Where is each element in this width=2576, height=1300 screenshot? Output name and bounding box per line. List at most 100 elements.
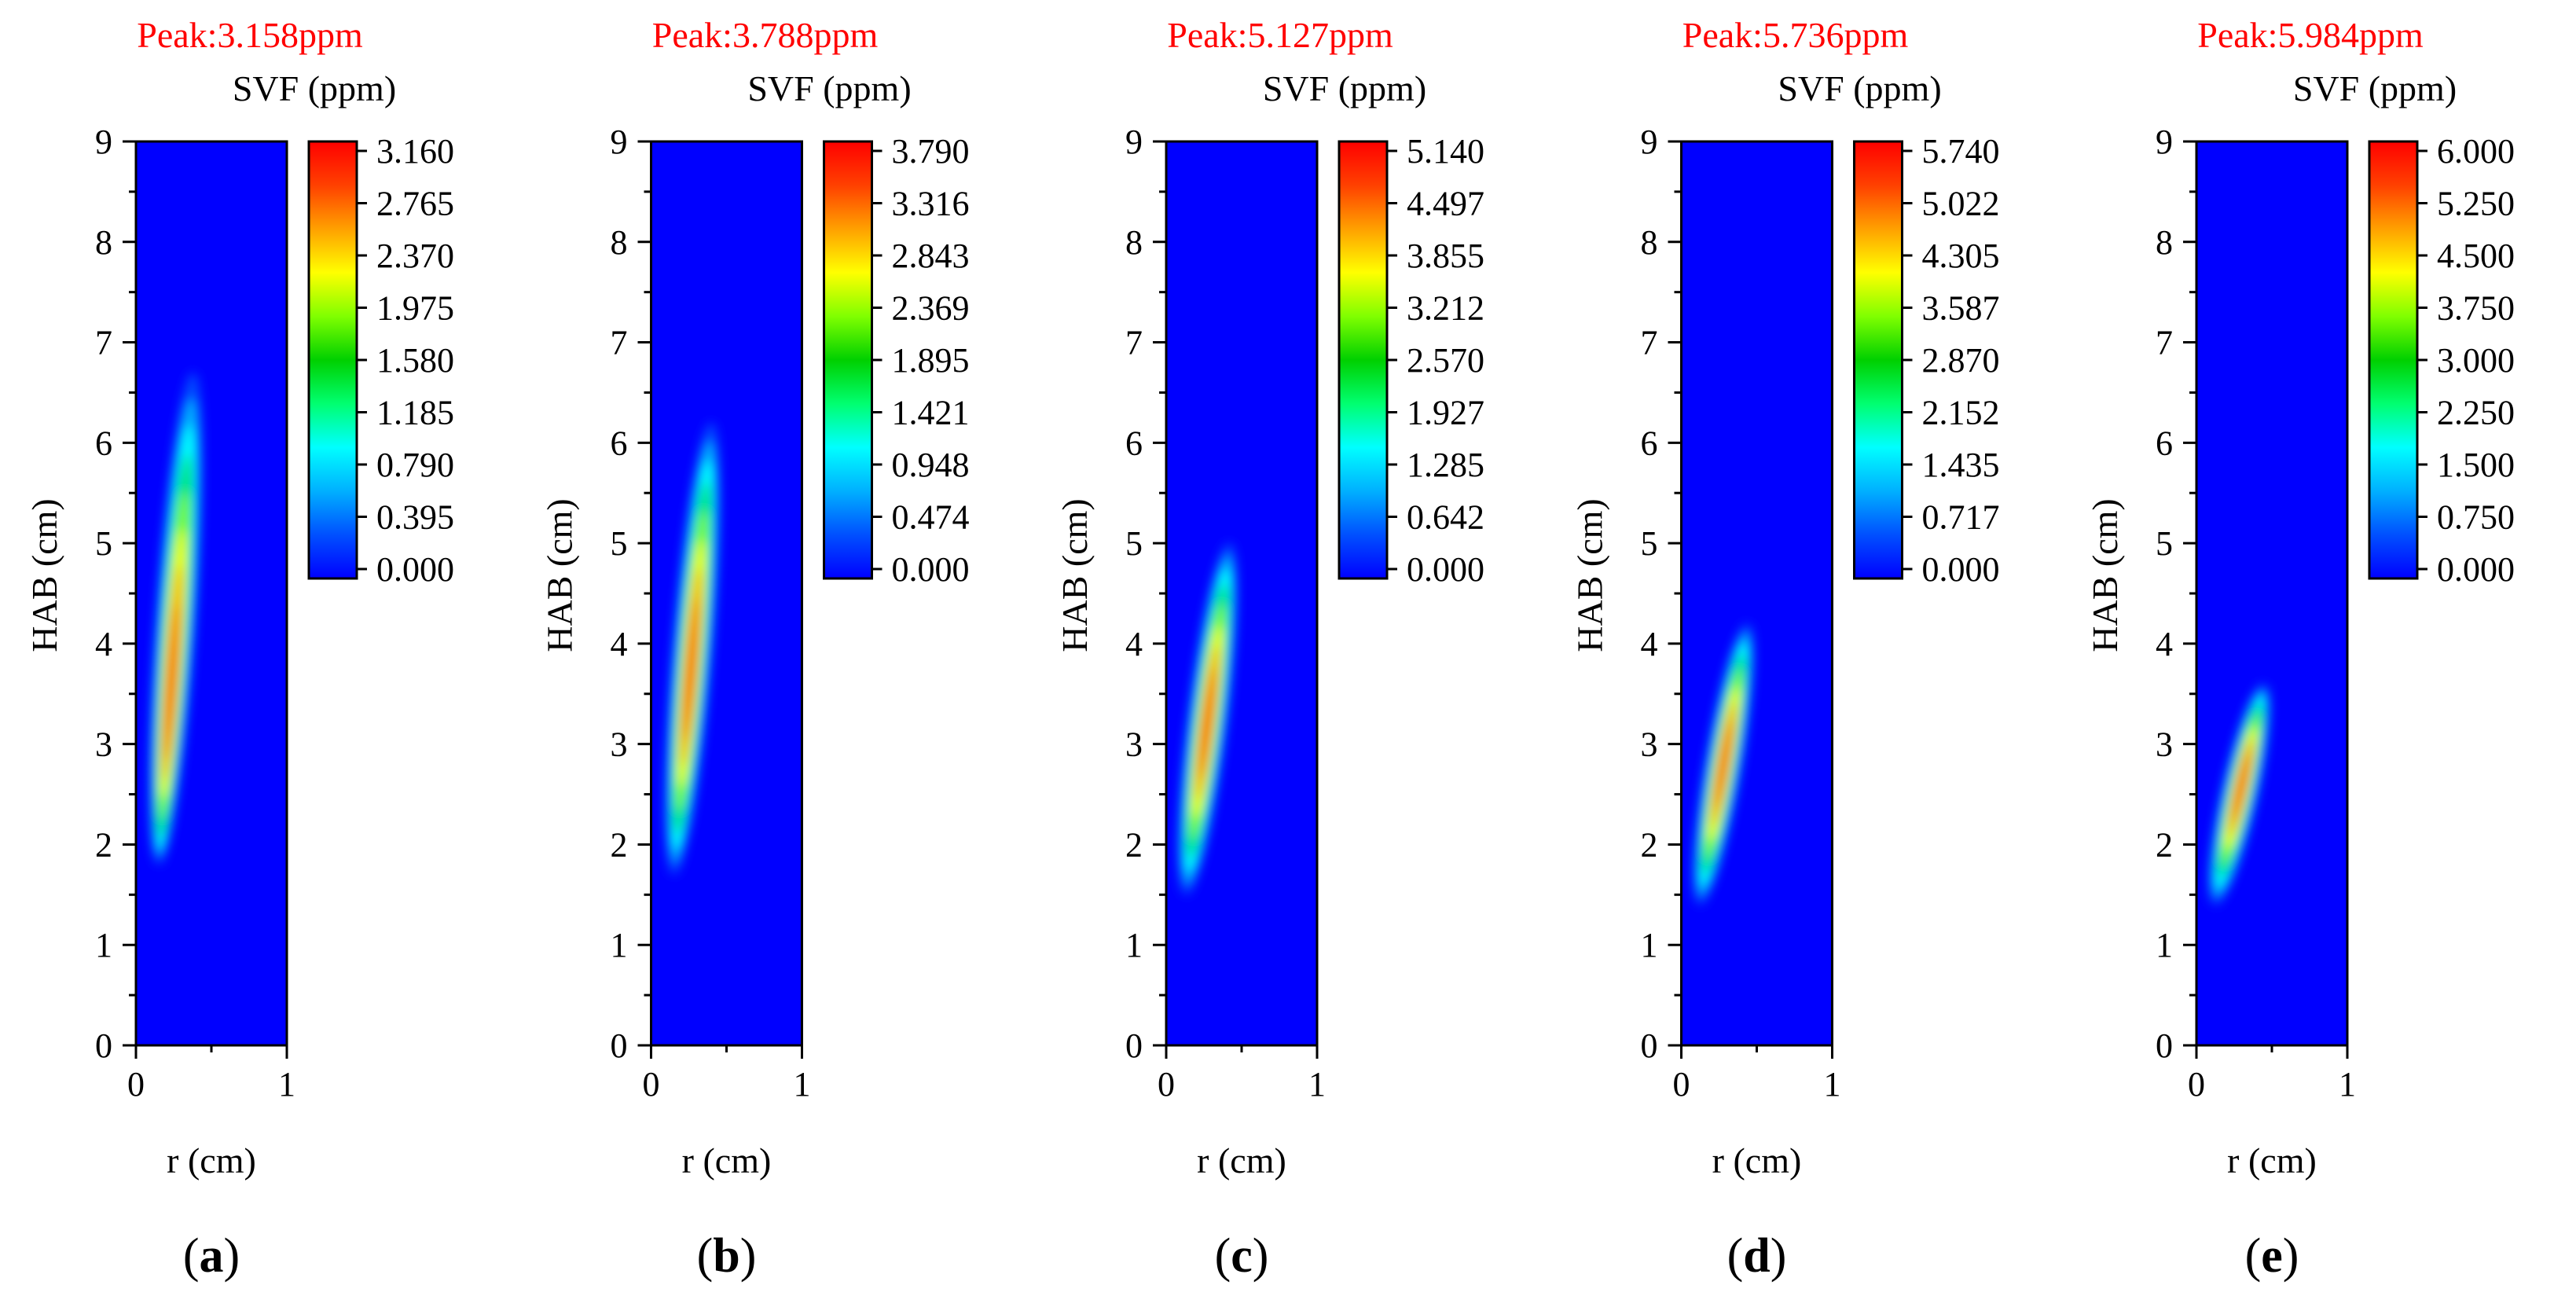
panel-label-letter: a (200, 1229, 224, 1283)
peak-label: Peak:5.984ppm (2197, 15, 2424, 55)
colorbar-tick-label: 0.000 (376, 550, 454, 589)
panel-d: 0 1 2 3 4 5 6 7 8 9 0 1 r (cm) HAB (cm) Peak:5.736ppm S… (1570, 15, 2000, 1283)
y-tick-label: 7 (1641, 324, 1658, 362)
panel-label-open: ( (2245, 1229, 2262, 1283)
colorbar-tick-label: 4.305 (1922, 237, 2000, 275)
x-axis-title: r (cm) (1197, 1140, 1286, 1181)
peak-label: Peak:5.736ppm (1682, 15, 1909, 55)
x-tick-label: 1 (278, 1065, 295, 1104)
colorbar-title: SVF (ppm) (1263, 68, 1426, 108)
colorbar-tick-label: 0.717 (1922, 498, 2000, 537)
panel-e: 0 1 2 3 4 5 6 7 8 9 0 1 r (cm) HAB (cm) Peak:5.984ppm S… (2085, 15, 2515, 1283)
y-tick-label: 9 (611, 123, 628, 161)
colorbar-tick-label: 0.000 (1407, 550, 1484, 589)
x-tick-label: 1 (794, 1065, 811, 1104)
colorbar-tick-label: 0.474 (892, 498, 970, 537)
soot-plume-layers (1693, 623, 1754, 905)
y-tick-label: 0 (1125, 1026, 1143, 1065)
panel-label-letter: c (1231, 1229, 1253, 1283)
y-tick-label: 8 (611, 223, 628, 262)
y-tick-label: 1 (2156, 926, 2173, 964)
colorbar-tick-label: 5.022 (1922, 185, 2000, 223)
colorbar-tick-label: 6.000 (2437, 132, 2515, 171)
x-tick-label: 0 (2188, 1065, 2205, 1104)
colorbar-tick-label: 5.740 (1922, 132, 2000, 171)
y-tick-label: 0 (611, 1026, 628, 1065)
y-tick-label: 5 (1125, 524, 1143, 563)
panel-label-close: ) (1771, 1229, 1787, 1283)
colorbar-tick-label: 5.250 (2437, 185, 2515, 223)
colorbar-tick-label: 3.750 (2437, 289, 2515, 328)
contour-field (1681, 141, 1833, 1045)
y-tick-label: 9 (1125, 123, 1143, 161)
colorbar-tick-label: 3.160 (376, 132, 454, 171)
panel-label: (a) (183, 1229, 240, 1283)
soot-plume-layers (1178, 543, 1238, 895)
contour-field (651, 141, 802, 1045)
panel-a: 0 1 2 3 4 5 6 7 8 9 0 1 r (cm) HAB (cm) Peak:3.158ppm S… (24, 15, 454, 1283)
y-tick-label: 9 (95, 123, 112, 161)
panel-label-open: ( (1215, 1229, 1231, 1283)
colorbar-tick-label: 0.750 (2437, 498, 2515, 537)
y-tick-label: 5 (95, 524, 112, 563)
colorbar-tick-label: 2.843 (892, 237, 970, 275)
panel-label-close: ) (740, 1229, 757, 1283)
x-tick-label: 0 (127, 1065, 145, 1104)
colorbar-tick-label: 1.421 (892, 394, 970, 432)
colorbar-tick-label: 2.570 (1407, 341, 1484, 380)
colorbar-tick-label: 5.140 (1407, 132, 1484, 171)
colorbar-tick-label: 2.250 (2437, 394, 2515, 432)
colorbar (307, 140, 358, 580)
y-tick-label: 6 (95, 424, 112, 462)
y-tick-label: 1 (1125, 926, 1143, 964)
colorbar-tick-label: 3.855 (1407, 237, 1484, 275)
y-axis-title: HAB (cm) (24, 498, 64, 652)
panel-label-letter: e (2261, 1229, 2283, 1283)
panel-label: (e) (2245, 1229, 2299, 1283)
panel-label-open: ( (697, 1229, 714, 1283)
colorbar-tick-label: 4.497 (1407, 185, 1484, 223)
y-tick-label: 4 (611, 625, 628, 663)
y-tick-label: 1 (611, 926, 628, 964)
y-tick-label: 0 (1641, 1026, 1658, 1065)
y-tick-label: 6 (2156, 424, 2173, 462)
y-tick-label: 3 (1641, 725, 1658, 764)
panel-label: (d) (1727, 1229, 1787, 1283)
colorbar-tick-label: 4.500 (2437, 237, 2515, 275)
colorbar-tick-label: 0.000 (892, 550, 970, 589)
soot-plume (1178, 543, 1238, 895)
y-tick-label: 2 (1125, 825, 1143, 864)
colorbar-tick-label: 2.152 (1922, 394, 2000, 432)
soot-plume-layers (149, 372, 203, 865)
colorbar-tick-label: 3.790 (892, 132, 970, 171)
colorbar-tick-label: 3.316 (892, 185, 970, 223)
colorbar (1338, 140, 1389, 580)
soot-plume (1693, 623, 1754, 905)
colorbar-tick-label: 0.000 (2437, 550, 2515, 589)
colorbar-tick-label: 0.642 (1407, 498, 1484, 537)
colorbar-tick-label: 1.500 (2437, 446, 2515, 484)
y-tick-label: 4 (2156, 625, 2173, 663)
x-axis-title: r (cm) (682, 1140, 772, 1181)
panel-label: (c) (1215, 1229, 1269, 1283)
contour-field (1166, 141, 1317, 1045)
colorbar-title: SVF (ppm) (1778, 68, 1941, 108)
soot-plume-layers (665, 422, 720, 875)
y-tick-label: 8 (1125, 223, 1143, 262)
y-tick-label: 1 (1641, 926, 1658, 964)
y-tick-label: 8 (1641, 223, 1658, 262)
colorbar-tick-label: 3.212 (1407, 289, 1484, 328)
y-tick-label: 8 (2156, 223, 2173, 262)
panel-label-letter: b (713, 1229, 739, 1283)
x-tick-label: 1 (1824, 1065, 1841, 1104)
y-tick-label: 5 (2156, 524, 2173, 563)
y-tick-label: 4 (1641, 625, 1658, 663)
y-tick-label: 6 (1641, 424, 1658, 462)
y-tick-label: 5 (611, 524, 628, 563)
colorbar-tick-label: 2.870 (1922, 341, 2000, 380)
peak-label: Peak:5.127ppm (1167, 15, 1393, 55)
y-axis-title: HAB (cm) (540, 498, 580, 652)
y-tick-label: 0 (95, 1026, 112, 1065)
colorbar-tick-label: 0.395 (376, 498, 454, 537)
plume-contour-band (686, 626, 695, 717)
